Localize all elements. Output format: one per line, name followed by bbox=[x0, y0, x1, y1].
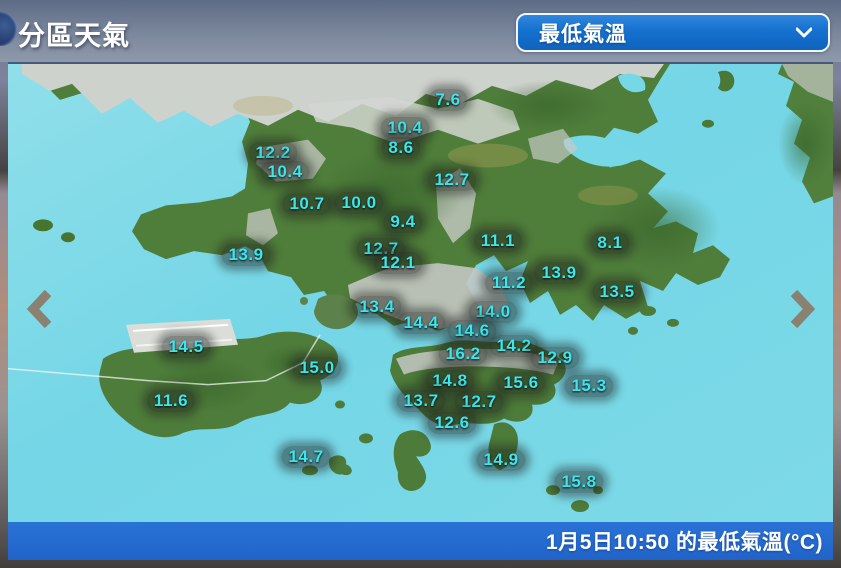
header: 分區天氣 最低氣溫 bbox=[0, 0, 841, 62]
chevron-down-icon bbox=[796, 27, 812, 38]
next-arrow-button[interactable] bbox=[786, 287, 820, 331]
partial-circle-decoration bbox=[0, 12, 18, 46]
page-title: 分區天氣 bbox=[18, 21, 130, 51]
chevron-left-icon bbox=[26, 289, 52, 329]
weather-element-dropdown[interactable]: 最低氣溫 bbox=[516, 13, 830, 52]
chevron-right-icon bbox=[790, 289, 816, 329]
map-land bbox=[8, 64, 833, 513]
map-container bbox=[8, 62, 833, 522]
boundary-line bbox=[8, 334, 321, 386]
caption-text: 1月5日10:50 的最低氣溫(°C) bbox=[546, 531, 823, 554]
caption-bar: 1月5日10:50 的最低氣溫(°C) bbox=[8, 522, 833, 560]
prev-arrow-button[interactable] bbox=[22, 287, 56, 331]
hong-kong-satellite-map bbox=[8, 64, 833, 522]
dropdown-selected-label: 最低氣溫 bbox=[539, 22, 627, 46]
